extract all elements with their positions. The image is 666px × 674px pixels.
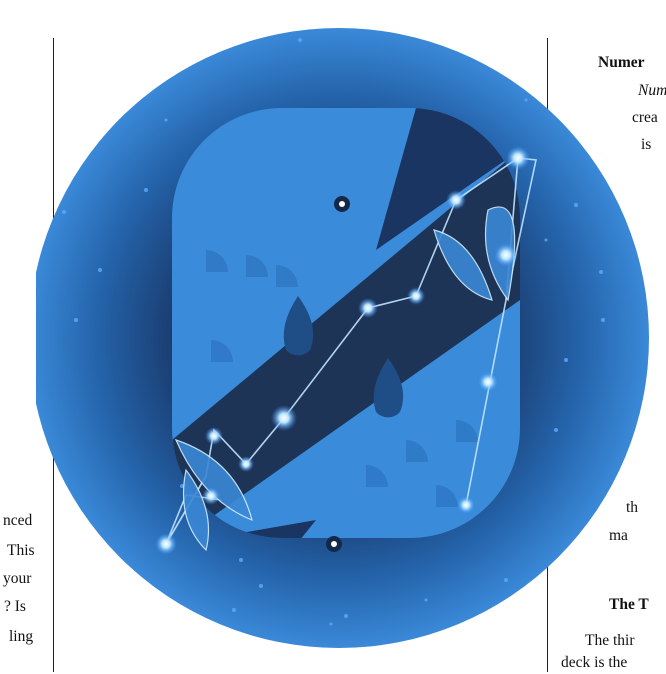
right-heading: Numer bbox=[598, 54, 645, 71]
right-line-5: The thir bbox=[585, 632, 635, 649]
left-line-4: ? Is bbox=[4, 598, 26, 615]
left-line-3: your bbox=[3, 570, 32, 587]
right-line-4: ma bbox=[609, 527, 628, 544]
left-line-2: This bbox=[7, 542, 35, 559]
pisces-constellation-emblem bbox=[36, 28, 649, 648]
right-line-3: th bbox=[626, 499, 639, 516]
left-line-1: nced bbox=[3, 512, 33, 529]
left-line-5: ling bbox=[9, 628, 34, 645]
right-line-6: deck is the bbox=[561, 654, 628, 671]
constellation-stars bbox=[155, 146, 530, 555]
right-italic-fragment: Num bbox=[638, 82, 666, 99]
right-section-heading: The T bbox=[609, 596, 649, 613]
right-line-1: crea bbox=[632, 109, 658, 126]
diagonal-band bbox=[172, 150, 520, 538]
background-stars bbox=[62, 38, 605, 626]
right-line-2: is bbox=[641, 136, 652, 153]
pisces-fish-capsule bbox=[172, 108, 520, 538]
